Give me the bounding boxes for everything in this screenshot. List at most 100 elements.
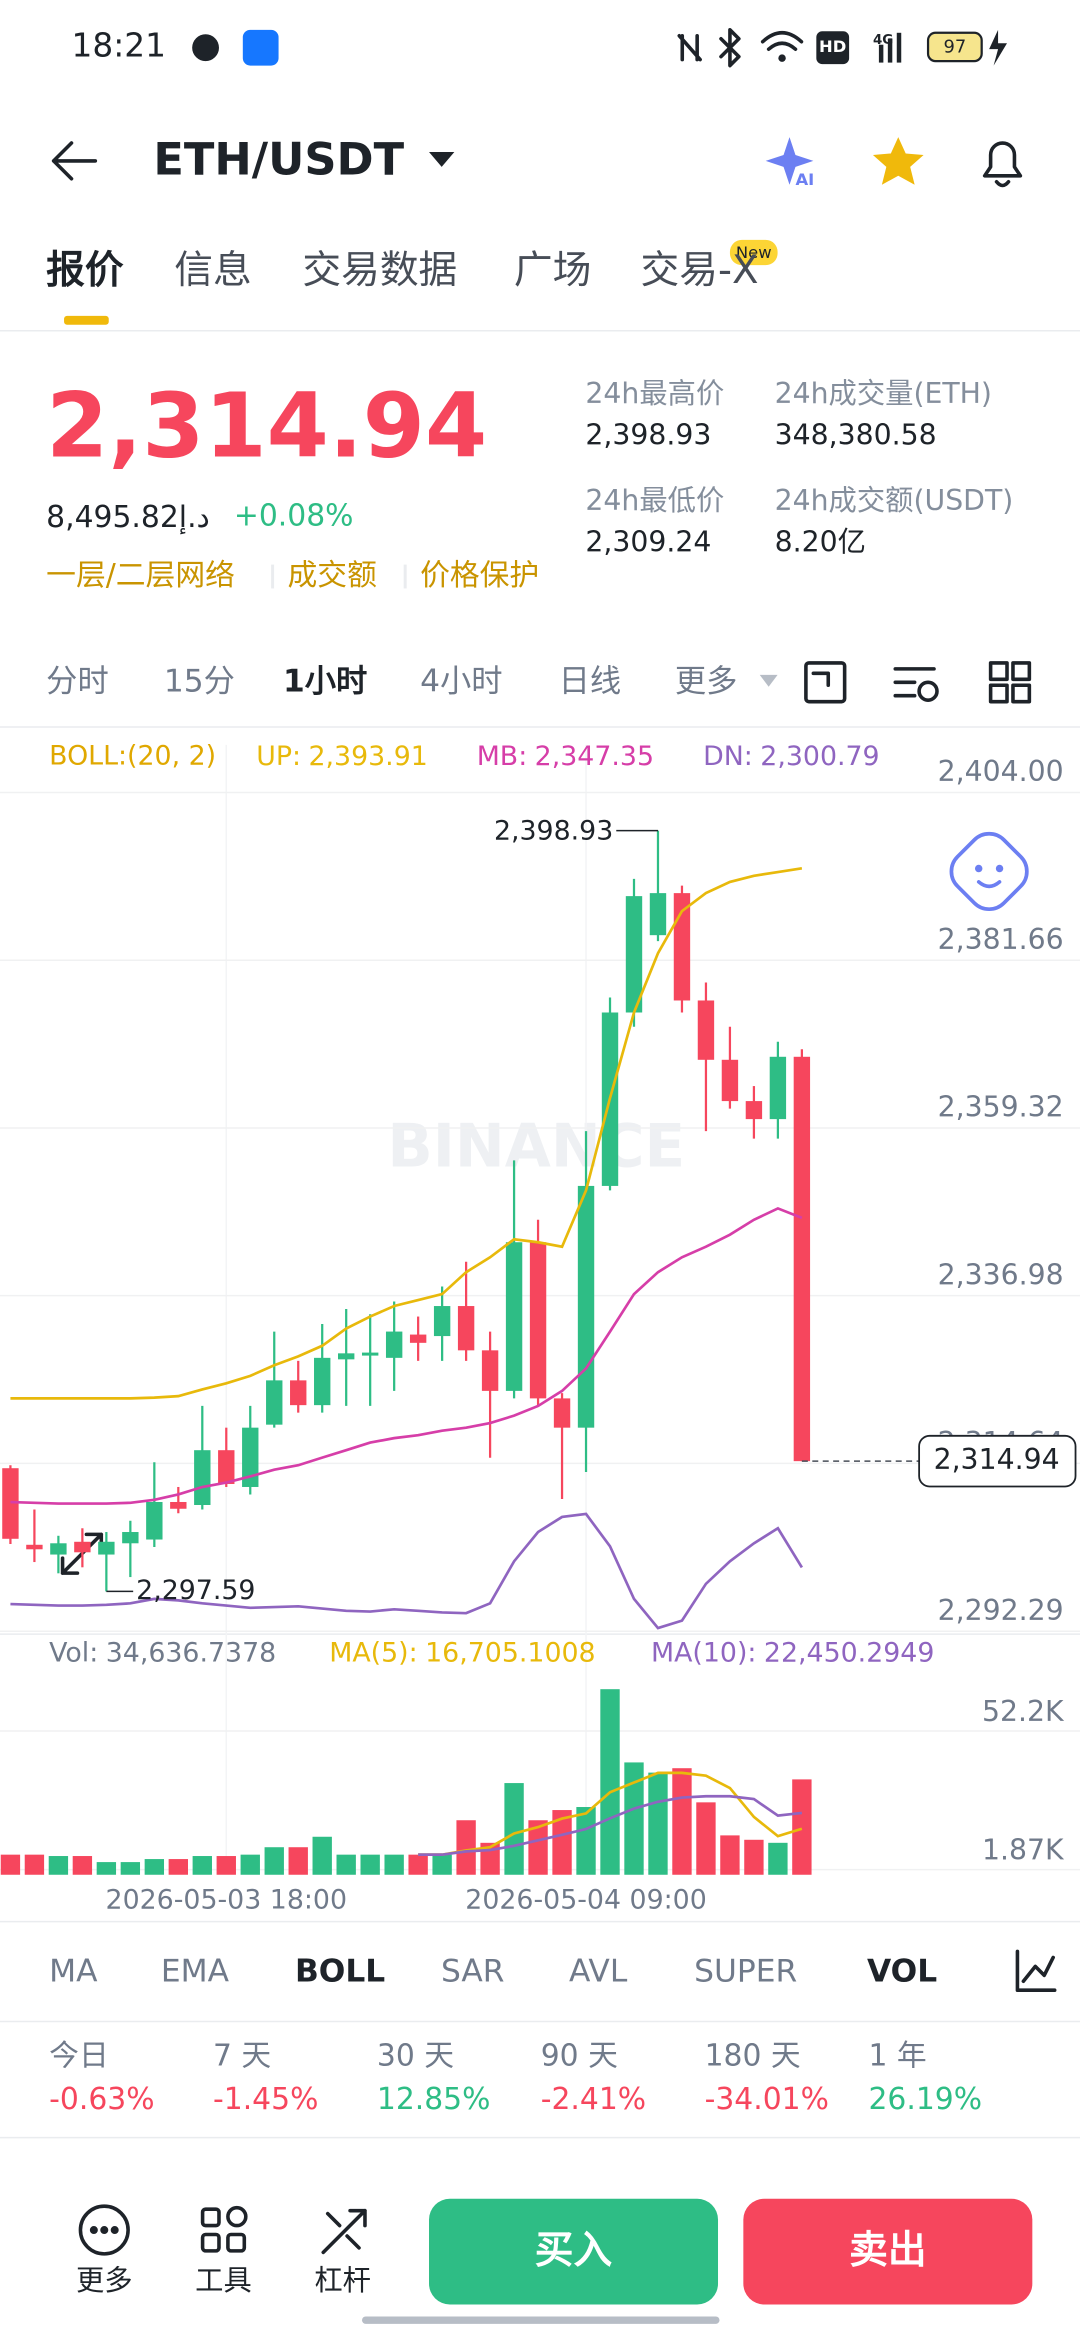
sell-label[interactable]: 卖出 (849, 2228, 926, 2273)
return-value: -0.63% (49, 2082, 154, 2117)
candle-body (314, 1357, 331, 1406)
volume-bar (528, 1820, 548, 1875)
buy-label[interactable]: 买入 (535, 2228, 613, 2273)
info-link[interactable]: 成交额 (288, 558, 377, 593)
assistant-icon[interactable] (943, 825, 1036, 918)
tab[interactable]: 交易-X (641, 248, 759, 293)
bottom-icons[interactable] (78, 2204, 367, 2256)
return-label: 180 天 (705, 2039, 801, 2074)
interval[interactable]: 4小时 (420, 663, 502, 699)
volume-bar (624, 1762, 644, 1875)
return-value: 26.19% (868, 2082, 982, 2117)
fiat-price: 8,495.82د.إ (46, 500, 210, 535)
pair-dropdown[interactable] (429, 151, 455, 167)
boll-line (10, 1206, 803, 1505)
favorite-button[interactable] (872, 137, 924, 185)
volume-bar (456, 1820, 476, 1875)
return-label: 90 天 (541, 2039, 618, 2074)
status-icons (192, 28, 1008, 68)
stat-label: 24h最高价 (585, 377, 724, 410)
volume-bar (0, 1854, 21, 1875)
back-button[interactable] (51, 141, 98, 181)
tab[interactable]: 报价 (46, 248, 124, 293)
return-value: -34.01% (705, 2082, 829, 2117)
stat-label: 24h成交额(USDT) (775, 484, 1014, 517)
candle-body (793, 1056, 811, 1462)
volume-bar (696, 1802, 716, 1875)
candle-body (170, 1501, 187, 1509)
buy-button[interactable] (429, 2198, 719, 2305)
tool-label[interactable]: 更多 (76, 2264, 133, 2297)
candle-body (577, 1185, 595, 1428)
candle-body (338, 1353, 355, 1360)
boll-legend-name: UP: (256, 740, 301, 771)
pair[interactable]: ETH/USDT (153, 133, 404, 185)
volume-bar (432, 1854, 452, 1875)
candle-body (505, 1242, 523, 1391)
info-link[interactable]: 一层/二层网络 (46, 558, 235, 593)
volume-bar (768, 1842, 788, 1875)
interval[interactable]: 日线 (559, 663, 622, 699)
candle-body (122, 1532, 139, 1544)
candle-body (553, 1398, 571, 1428)
volume-bar (192, 1856, 212, 1875)
interval[interactable]: 15分 (164, 663, 235, 699)
volume-bar (216, 1856, 236, 1875)
candle-body (769, 1056, 787, 1120)
new-badge-text: New (736, 243, 772, 262)
candle-body (242, 1427, 259, 1487)
indicator-tab[interactable]: SUPER (694, 1953, 797, 1989)
volume-bar (720, 1835, 740, 1875)
ma-legend: MA(5): 16,705.1008 (329, 1637, 595, 1668)
candle-body (290, 1380, 307, 1406)
interval[interactable]: 更多 (675, 663, 738, 699)
stat-value: 348,380.58 (775, 418, 937, 451)
volume-ma-line (418, 1794, 803, 1856)
chart-settings[interactable] (1015, 1949, 1057, 1992)
boll-legend-value: 2,300.79 (760, 740, 879, 771)
ma-legend-value: 22,450.2949 (764, 1637, 934, 1668)
tab[interactable]: 交易数据 (302, 248, 457, 293)
volume-bar (408, 1854, 428, 1875)
boll-legend-value: 2,347.35 (535, 740, 654, 771)
boll-legend: MB: 2,347.35 (477, 740, 654, 771)
volume-bar (504, 1783, 524, 1875)
tab[interactable]: 信息 (174, 248, 251, 293)
candle-body (481, 1350, 499, 1391)
stat-value: 2,309.24 (585, 526, 711, 559)
candle-body (697, 1000, 715, 1060)
price-change: +0.08% (234, 498, 354, 533)
tool-label[interactable]: 杠杆 (314, 2264, 371, 2297)
indicator-tab[interactable]: MA (49, 1953, 98, 1989)
interval[interactable]: 分时 (46, 663, 109, 699)
clock: 18:21 (72, 27, 166, 65)
sell-button[interactable] (743, 2198, 1033, 2305)
interval[interactable]: 1小时 (283, 663, 367, 699)
indicator-tab[interactable]: VOL (867, 1953, 937, 1989)
tab-underline (64, 315, 109, 325)
tab[interactable]: 广场 (514, 248, 591, 293)
candle-body (146, 1501, 163, 1540)
return-value: 12.85% (377, 2082, 491, 2117)
candle-body (194, 1450, 211, 1505)
interval-icons[interactable] (804, 661, 1032, 704)
indicator-tab[interactable]: EMA (161, 1953, 230, 1989)
y-tick-label: 2,404.00 (938, 755, 1064, 788)
volume-bar (384, 1854, 404, 1875)
candle-body (649, 893, 667, 936)
watermark: BINANCE (387, 1113, 685, 1182)
candle-body (361, 1352, 379, 1356)
alert-button[interactable] (982, 141, 1023, 188)
indicator-tab[interactable]: BOLL (295, 1953, 385, 1989)
boll-legend: UP: 2,393.91 (256, 740, 428, 771)
info-link[interactable]: 价格保护 (420, 558, 539, 593)
tool-label[interactable]: 工具 (195, 2264, 252, 2297)
volume-bar (360, 1854, 380, 1875)
more-dropdown[interactable] (759, 674, 778, 687)
new-badge (729, 239, 778, 266)
indicator-tab[interactable]: SAR (441, 1953, 505, 1989)
indicator-tab[interactable]: AVL (569, 1953, 628, 1989)
volume-bar (24, 1854, 45, 1875)
ai-button[interactable]: AI (765, 137, 815, 189)
